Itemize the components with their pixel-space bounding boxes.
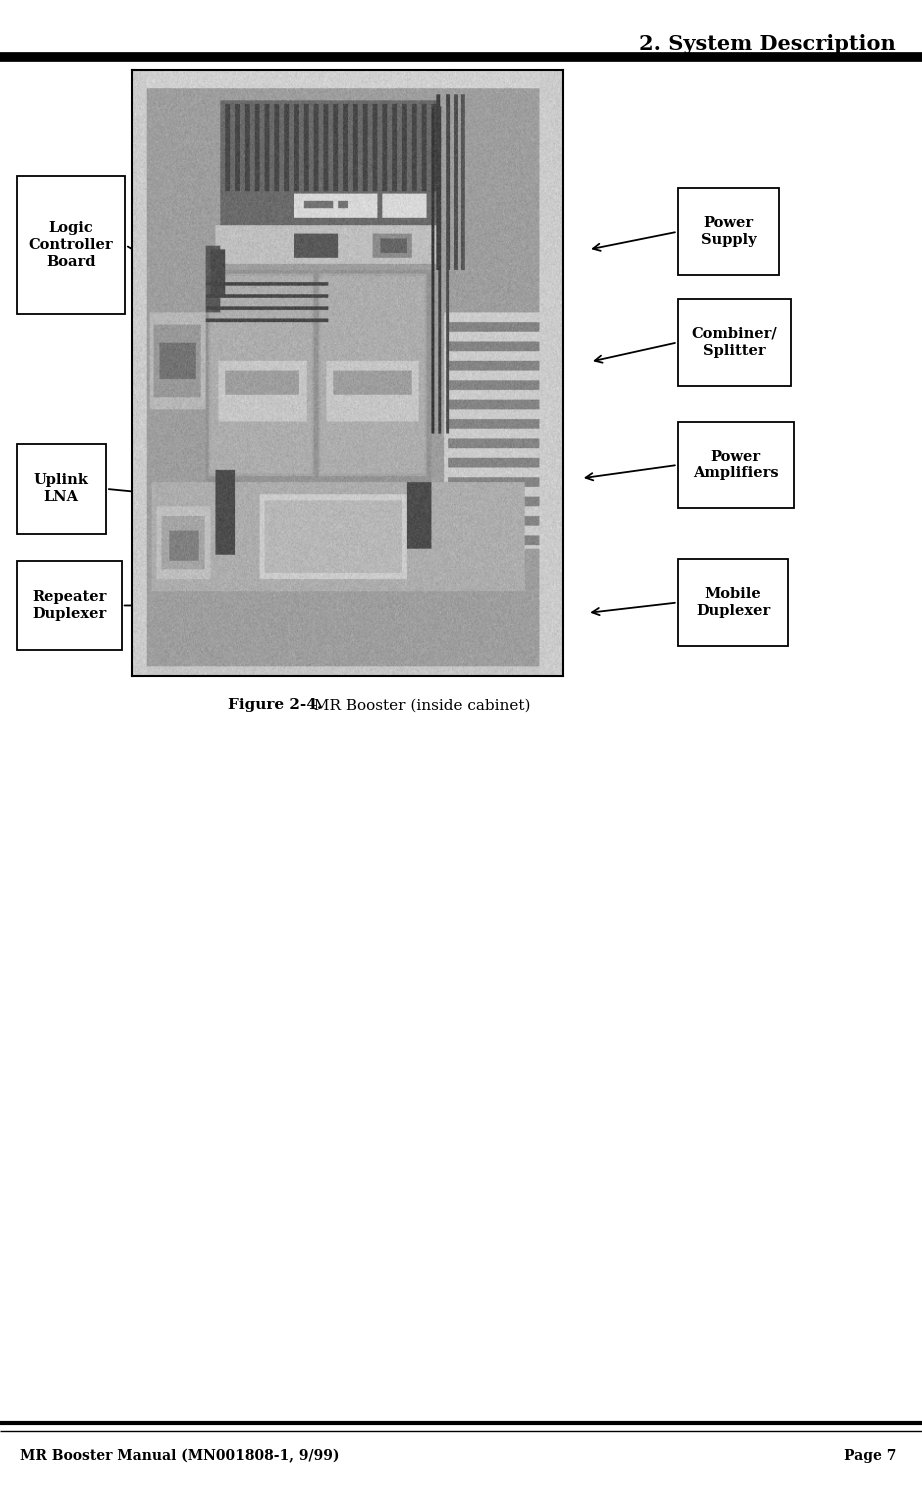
Bar [17,561,122,650]
Text: Power
Supply: Power Supply [701,217,756,247]
Text: 2. System Description: 2. System Description [640,34,896,54]
Text: Figure 2-4.: Figure 2-4. [228,698,322,712]
Text: Logic
Controller
Board: Logic Controller Board [29,221,113,269]
Text: Repeater
Duplexer: Repeater Duplexer [32,591,106,620]
Text: Power
Amplifiers: Power Amplifiers [693,450,778,480]
Text: Combiner/
Splitter: Combiner/ Splitter [692,327,777,357]
Text: MR Booster Manual (MN001808-1, 9/99): MR Booster Manual (MN001808-1, 9/99) [20,1449,340,1462]
Bar [678,299,791,386]
Text: Mobile
Duplexer: Mobile Duplexer [696,588,770,617]
Bar [678,559,788,646]
Bar [678,188,779,275]
Text: MR Booster (inside cabinet): MR Booster (inside cabinet) [309,698,530,712]
Bar [678,422,794,508]
Text: Page 7: Page 7 [844,1449,896,1462]
Bar [17,444,106,534]
Bar [17,176,125,314]
Text: Uplink
LNA: Uplink LNA [34,474,89,504]
